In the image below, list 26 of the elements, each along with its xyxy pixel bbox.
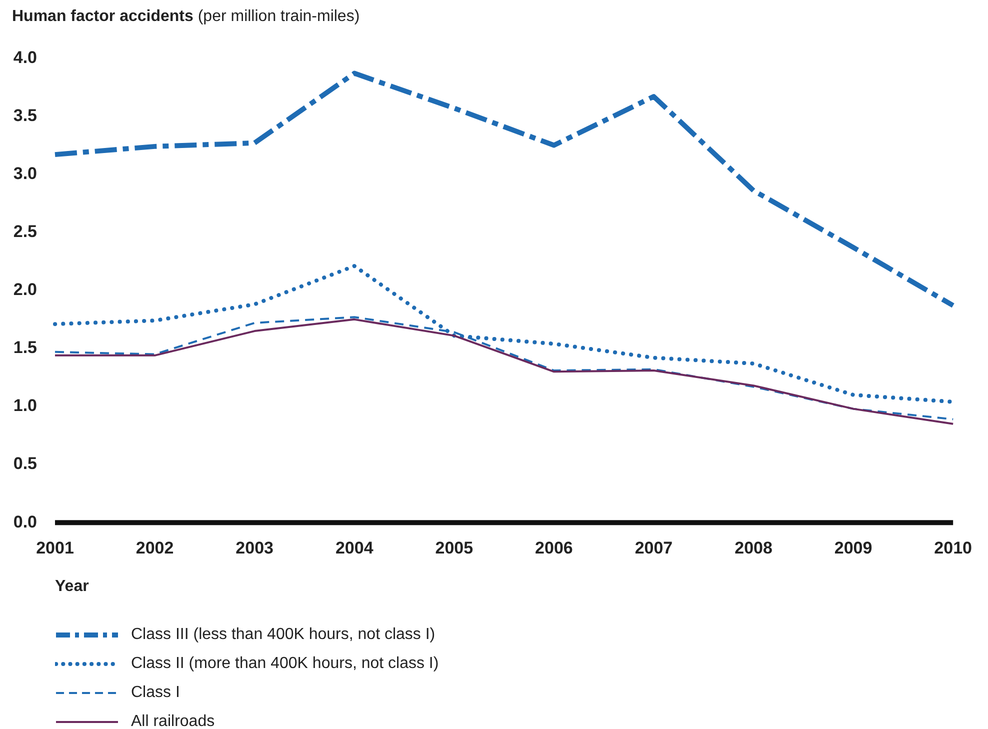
x-tick-label: 2003	[236, 538, 274, 558]
legend-label: Class II (more than 400K hours, not class I)	[131, 654, 439, 672]
legend-label: Class I	[131, 684, 180, 702]
x-tick-label: 2009	[834, 538, 872, 558]
y-tick-label: 0.0	[13, 512, 37, 532]
y-tick-label: 4.0	[13, 48, 37, 67]
y-tick-label: 1.5	[13, 338, 37, 358]
y-tick-label: 0.5	[13, 454, 37, 474]
x-tick-label: 2010	[934, 538, 972, 558]
x-tick-label: 2001	[36, 538, 74, 558]
x-tick-label: 2005	[435, 538, 474, 558]
x-tick-label: 2007	[634, 538, 673, 558]
chart-title: Human factor accidents	[12, 8, 194, 25]
y-tick-label: 2.5	[13, 222, 37, 242]
legend-label: Class III (less than 400K hours, not class I)	[131, 626, 436, 644]
x-tick-label: 2006	[535, 538, 573, 558]
y-tick-label: 1.0	[13, 396, 37, 416]
chart-subtitle: (per million train-miles)	[198, 8, 360, 25]
x-tick-label: 2008	[734, 538, 772, 558]
x-tick-label: 2002	[136, 538, 174, 558]
legend-label: All railroads	[131, 712, 215, 729]
y-tick-label: 3.0	[13, 164, 37, 183]
x-axis-title: Year	[55, 578, 89, 596]
y-tick-label: 3.5	[13, 106, 37, 125]
y-tick-label: 2.0	[13, 280, 37, 300]
x-tick-label: 2004	[335, 538, 374, 558]
